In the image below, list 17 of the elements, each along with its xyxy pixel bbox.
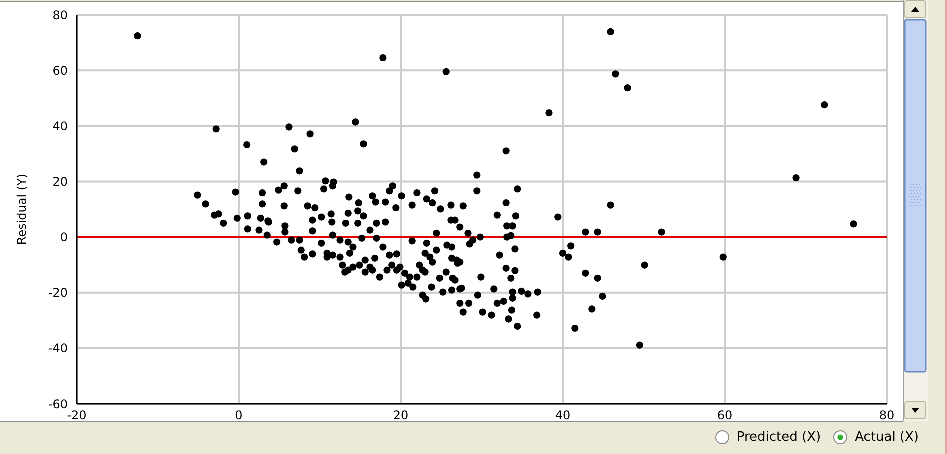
y-tick-label: 40 xyxy=(52,119,68,134)
text: Actual (X) xyxy=(855,430,919,445)
y-tick-label: 0 xyxy=(60,230,68,245)
y-tick-label: -60 xyxy=(48,397,68,412)
y-tick-label: 60 xyxy=(52,64,68,78)
x-tick-label: 80 xyxy=(879,408,895,423)
y-tick-label: 20 xyxy=(52,174,68,189)
y-tick-label: -40 xyxy=(48,342,68,356)
y-tick-label: -20 xyxy=(48,286,68,300)
x-tick-label: 60 xyxy=(717,408,733,423)
x-tick-label: 20 xyxy=(393,408,409,423)
text: Predicted (X) xyxy=(736,430,822,445)
x-tick-label: 40 xyxy=(555,408,571,423)
x-tick-label: -20 xyxy=(67,408,87,423)
y-tick-label: 80 xyxy=(52,8,68,22)
x-tick-label: 0 xyxy=(235,408,243,423)
y-axis-title: Residual (Y) xyxy=(15,174,29,246)
